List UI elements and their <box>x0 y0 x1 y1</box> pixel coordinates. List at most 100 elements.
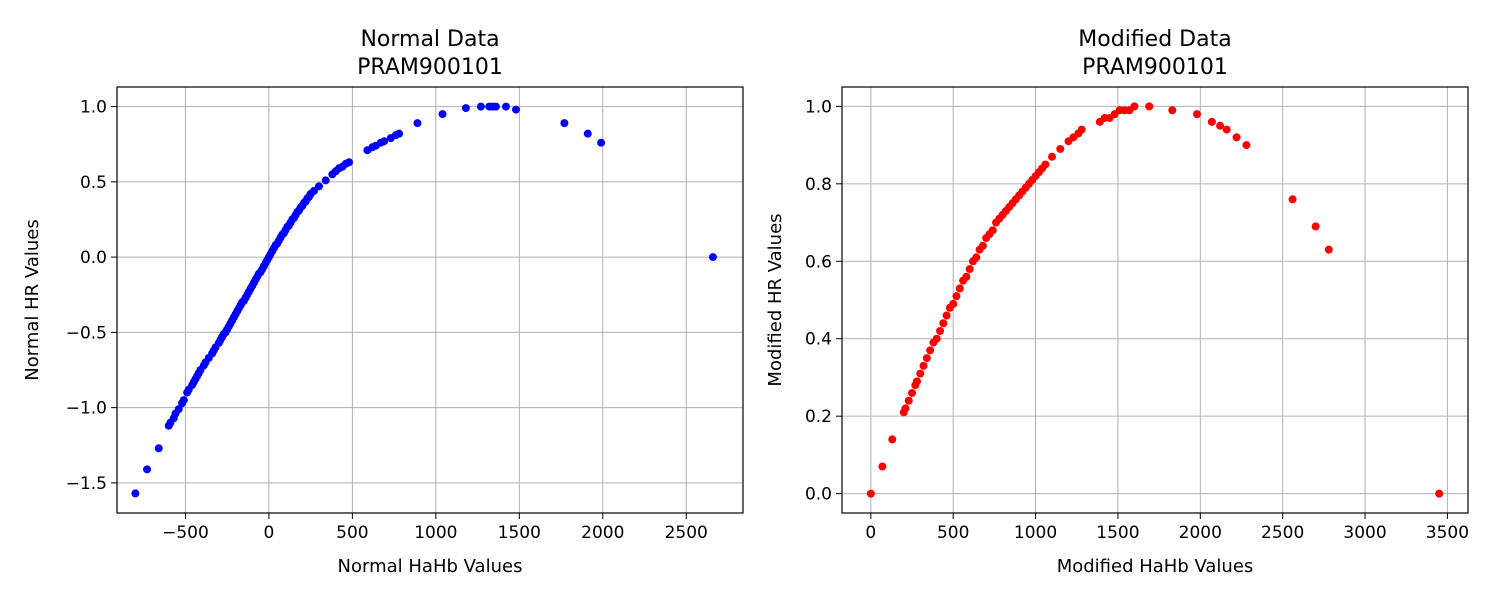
data-point <box>978 241 987 250</box>
x-axis-ticks: −500 0 500 1000 1500 2000 2500 <box>162 513 708 543</box>
data-point <box>1168 106 1177 115</box>
data-point <box>904 396 913 405</box>
data-point <box>908 388 917 397</box>
plot-frame <box>116 86 744 514</box>
x-axis-label: Normal HaHb Values <box>338 556 523 577</box>
data-point <box>878 462 887 471</box>
data-point <box>962 272 971 281</box>
data-point <box>1145 102 1154 111</box>
data-point <box>154 444 163 453</box>
data-point <box>919 361 928 370</box>
y-axis-label: Normal HR Values <box>22 219 43 380</box>
x-axis-ticks: 0 500 1000 1500 2000 2500 3000 3500 <box>865 513 1469 543</box>
data-point <box>988 226 997 235</box>
data-point <box>380 137 389 146</box>
data-point <box>395 129 404 138</box>
data-point <box>939 319 948 328</box>
data-point <box>560 119 569 128</box>
x-tick-label: 2500 <box>1261 523 1304 543</box>
data-point <box>965 265 974 274</box>
data-point <box>888 435 897 444</box>
y-tick-label: 0.0 <box>805 485 832 505</box>
data-point <box>1048 152 1057 161</box>
y-tick-label: 0.4 <box>805 330 832 350</box>
chart-title-line1: Modified Data <box>1078 27 1231 52</box>
scatter-points <box>131 102 717 498</box>
y-axis-ticks: −1.5 −1.0 −0.5 0.0 0.5 1.0 <box>66 98 117 494</box>
data-point <box>922 354 931 363</box>
data-point <box>413 119 422 128</box>
y-tick-label: −0.5 <box>66 323 107 343</box>
modified-data-chart: Modified Data PRAM900101 0 500 1000 1500 200… <box>765 27 1469 577</box>
data-point <box>972 253 981 262</box>
data-point <box>932 334 941 343</box>
y-tick-label: 1.0 <box>80 98 107 118</box>
chart-title-line2: PRAM900101 <box>1082 55 1228 80</box>
plot-frame <box>841 86 1469 514</box>
x-tick-label: 0 <box>865 523 876 543</box>
x-tick-label: 3500 <box>1426 523 1469 543</box>
x-tick-label: 0 <box>263 523 274 543</box>
data-point <box>942 311 951 320</box>
data-point <box>1311 222 1320 231</box>
data-point <box>1222 125 1231 134</box>
data-point <box>916 369 925 378</box>
chart-title-line1: Normal Data <box>360 27 499 52</box>
y-axis-label: Modified HR Values <box>765 213 786 386</box>
x-tick-label: 3000 <box>1343 523 1386 543</box>
y-tick-label: 0.8 <box>805 175 832 195</box>
data-point <box>501 102 510 111</box>
data-point <box>936 326 945 335</box>
data-point <box>131 489 140 498</box>
data-point <box>926 346 935 355</box>
x-tick-label: 1500 <box>498 523 541 543</box>
y-axis-ticks: 0.0 0.2 0.4 0.6 0.8 1.0 <box>805 97 842 505</box>
data-point <box>179 396 188 405</box>
x-tick-label: 1000 <box>1014 523 1057 543</box>
y-tick-label: −1.0 <box>66 399 107 419</box>
data-point <box>1193 110 1202 119</box>
x-tick-label: 2500 <box>665 523 708 543</box>
data-point <box>511 105 520 114</box>
y-tick-label: 0.0 <box>80 248 107 268</box>
x-tick-label: 2000 <box>1179 523 1222 543</box>
data-point <box>952 292 961 301</box>
data-point <box>1242 141 1251 150</box>
x-tick-label: 1500 <box>1096 523 1139 543</box>
data-point <box>866 489 875 498</box>
data-point <box>321 176 330 185</box>
data-point <box>1324 245 1333 254</box>
data-point <box>708 253 717 262</box>
data-point <box>461 104 470 113</box>
data-point <box>1056 144 1065 153</box>
data-point <box>476 102 485 111</box>
data-point <box>1216 121 1225 130</box>
data-point <box>345 158 354 167</box>
data-point <box>174 405 183 414</box>
data-point <box>1435 489 1444 498</box>
grid-lines <box>117 87 743 513</box>
data-point <box>1077 125 1086 134</box>
data-point <box>438 110 447 119</box>
y-tick-label: 0.2 <box>805 407 832 427</box>
data-point <box>901 404 910 413</box>
y-tick-label: 0.6 <box>805 252 832 272</box>
data-point <box>1207 117 1216 126</box>
data-point <box>1288 195 1297 204</box>
data-point <box>314 182 323 191</box>
data-point <box>597 138 606 147</box>
data-point <box>491 102 500 111</box>
x-tick-label: 2000 <box>581 523 624 543</box>
data-point <box>1041 160 1050 169</box>
y-tick-label: 0.5 <box>80 173 107 193</box>
chart-title-line2: PRAM900101 <box>357 55 503 80</box>
normal-data-chart: Normal Data PRAM900101 −500 0 500 1000 1500 2… <box>22 27 744 577</box>
data-point <box>143 465 152 474</box>
data-point <box>912 377 921 386</box>
y-tick-label: 1.0 <box>805 97 832 117</box>
x-tick-label: 500 <box>336 523 368 543</box>
data-point <box>1130 102 1139 111</box>
data-point <box>949 299 958 308</box>
x-tick-label: −500 <box>162 523 209 543</box>
